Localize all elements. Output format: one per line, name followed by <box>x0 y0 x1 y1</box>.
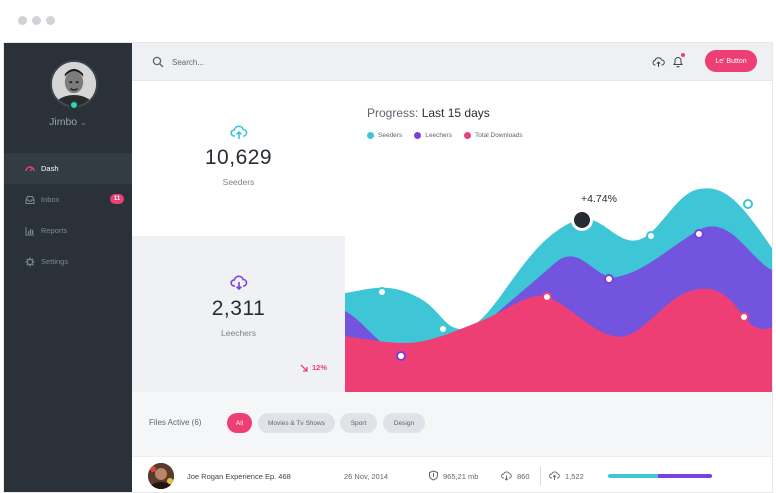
seeders-point[interactable] <box>646 231 656 241</box>
leechers-point[interactable] <box>396 351 406 361</box>
legend-swatch <box>367 132 374 139</box>
search-input[interactable] <box>172 53 372 71</box>
legend-label: Total Downloads <box>474 132 523 139</box>
leechers-trend: 12% <box>300 363 327 372</box>
legend-label: Leechers <box>425 132 452 139</box>
sidebar-item-settings[interactable]: Settings <box>4 246 132 277</box>
notification-dot <box>680 52 686 58</box>
files-filter-bar: Files Active (6) All Movies & Tv Shows S… <box>132 392 772 456</box>
seeders-point[interactable] <box>438 324 448 334</box>
downloads-point[interactable] <box>542 292 552 302</box>
bar-chart-icon <box>25 226 35 236</box>
chart-title: Progress: Last 15 days <box>367 106 490 120</box>
leech-progress-fill <box>657 474 712 478</box>
progress-chart: Progress: Last 15 days Seeders Leechers … <box>345 81 772 392</box>
window-controls <box>18 16 55 25</box>
user-menu[interactable]: Jimbo ⌄ <box>4 116 132 128</box>
download-count: 860 <box>517 472 530 481</box>
files-title: Files Active (6) <box>149 418 202 427</box>
gear-icon <box>25 257 35 267</box>
top-bar: Le' Button <box>132 43 772 81</box>
legend-label: Seeders <box>378 132 403 139</box>
highlight-point[interactable] <box>574 212 590 228</box>
leechers-point[interactable] <box>694 229 704 239</box>
dashboard-app: Jimbo ⌄ Dash Inbox 11 <box>3 42 773 493</box>
cloud-upload-icon <box>549 471 560 480</box>
sidebar-item-reports[interactable]: Reports <box>4 215 132 246</box>
dashboard-icon <box>25 164 35 174</box>
legend-item-seeders[interactable]: Seeders <box>367 132 402 139</box>
username-label: Jimbo <box>49 116 78 128</box>
arrow-down-right-icon <box>300 364 308 372</box>
inbox-count-badge: 11 <box>110 194 124 204</box>
avatar[interactable] <box>50 60 98 108</box>
filter-movies-tv[interactable]: Movies & Tv Shows <box>258 413 335 433</box>
cloud-upload-icon[interactable] <box>652 56 665 68</box>
downloads-point[interactable] <box>739 312 749 322</box>
window-dot-icon[interactable] <box>32 16 41 25</box>
chart-title-prefix: Progress: <box>367 106 419 120</box>
sidebar-item-dash[interactable]: Dash <box>4 153 132 184</box>
leechers-count: 2,311 <box>211 297 266 320</box>
window-dot-icon[interactable] <box>18 16 27 25</box>
seeders-card: 10,629 Seeders <box>132 81 345 236</box>
bell-icon[interactable] <box>672 55 684 68</box>
sidebar-item-label: Inbox <box>41 195 60 204</box>
file-name[interactable]: Joe Rogan Experience Ep. 468 <box>187 472 291 481</box>
sidebar-item-label: Reports <box>41 226 68 235</box>
sidebar-item-label: Settings <box>41 257 69 266</box>
sidebar: Jimbo ⌄ Dash Inbox 11 <box>4 43 132 492</box>
data-points <box>377 199 753 361</box>
seed-progress-fill <box>608 474 658 478</box>
inbox-icon <box>25 195 35 205</box>
divider <box>540 467 541 485</box>
seeders-point[interactable] <box>377 287 387 297</box>
filter-design[interactable]: Design <box>383 413 425 433</box>
upload-count: 1,522 <box>565 472 584 481</box>
leechers-card: 2,311 Leechers 12% <box>132 236 345 392</box>
cloud-download-icon <box>501 471 512 481</box>
filter-all[interactable]: All <box>227 413 252 433</box>
user-avatar-icon <box>52 62 96 106</box>
chevron-down-icon: ⌄ <box>80 118 87 127</box>
leechers-point[interactable] <box>604 274 614 284</box>
seeders-label: Seeders <box>222 177 255 187</box>
seed-leech-progress <box>608 474 712 478</box>
cloud-upload-icon <box>230 125 248 139</box>
legend-item-downloads[interactable]: Total Downloads <box>463 132 523 139</box>
cloud-download-icon <box>230 275 248 290</box>
seeders-count: 10,629 <box>204 146 273 169</box>
legend-swatch <box>463 132 471 139</box>
file-size: 965,21 mb <box>443 472 479 481</box>
leechers-label: Leechers <box>221 328 256 338</box>
search-icon[interactable] <box>152 56 164 68</box>
shield-icon <box>429 470 438 481</box>
file-thumbnail <box>148 463 174 489</box>
file-date: 26 Nov, 2014 <box>344 472 389 481</box>
legend-item-leechers[interactable]: Leechers <box>414 132 452 139</box>
legend-swatch <box>414 132 422 139</box>
le-button[interactable]: Le' Button <box>705 50 757 72</box>
online-status-dot <box>69 100 79 110</box>
sidebar-item-inbox[interactable]: Inbox 11 <box>4 184 132 215</box>
chart-title-range: Last 15 days <box>421 106 490 120</box>
filter-sport[interactable]: Sport <box>340 413 377 433</box>
area-chart <box>345 188 772 392</box>
chart-legend: Seeders Leechers Total Downloads <box>367 132 523 139</box>
trend-value: 12% <box>311 363 327 372</box>
sidebar-item-label: Dash <box>41 164 59 173</box>
sidebar-nav: Dash Inbox 11 Reports <box>4 153 132 277</box>
downloads-area <box>345 288 772 392</box>
table-row[interactable]: Joe Rogan Experience Ep. 468 26 Nov, 201… <box>132 456 772 492</box>
chart-annotation: +4.74% <box>581 193 617 205</box>
seeders-point[interactable] <box>743 199 753 209</box>
window-dot-icon[interactable] <box>46 16 55 25</box>
